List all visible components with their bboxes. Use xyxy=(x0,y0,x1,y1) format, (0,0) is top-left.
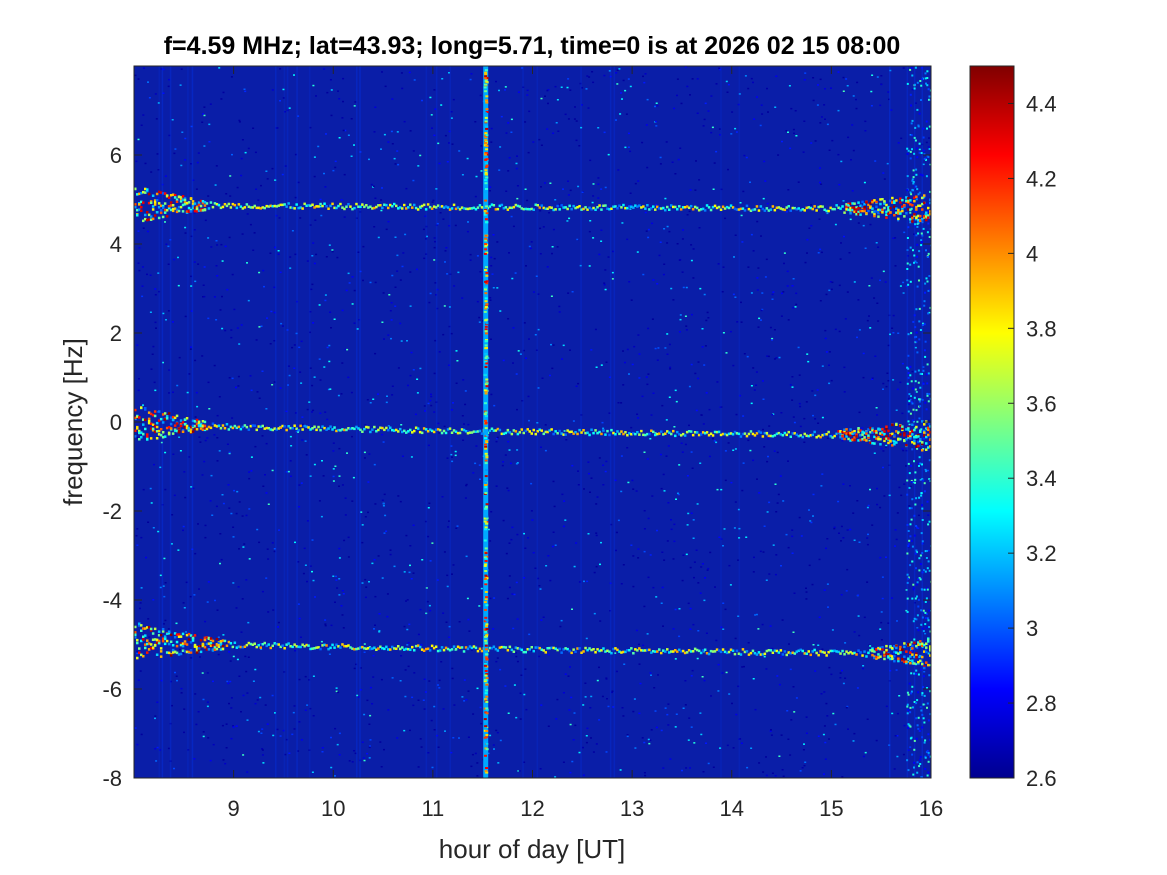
x-tick-label: 16 xyxy=(919,796,943,821)
plot-background xyxy=(134,66,931,778)
colorbar-tick-label: 3.2 xyxy=(1026,541,1057,566)
colorbar-tick-label: 3.4 xyxy=(1026,466,1057,491)
chart-title: f=4.59 MHz; lat=43.93; long=5.71, time=0… xyxy=(164,32,901,60)
y-tick-label: 4 xyxy=(110,232,122,257)
y-tick-label: -8 xyxy=(102,766,122,791)
background-noise xyxy=(134,66,931,778)
y-tick-label: 2 xyxy=(110,321,122,346)
colorbar-tick-label: 3.8 xyxy=(1026,316,1057,341)
horizontal-trace-1 xyxy=(134,187,931,224)
colorbar-tick-label: 3 xyxy=(1026,616,1038,641)
colorbar xyxy=(969,65,1015,779)
x-axis-label: hour of day [UT] xyxy=(439,834,625,864)
x-axis-ticks: 9 10 11 12 13 14 15 16 xyxy=(228,66,943,821)
x-tick-label: 11 xyxy=(421,796,444,821)
colorbar-tick-label: 2.8 xyxy=(1026,691,1057,716)
colorbar-tick-label: 3.6 xyxy=(1026,391,1057,416)
y-tick-label: -6 xyxy=(102,677,122,702)
vertical-trace-4 xyxy=(483,66,489,778)
y-axis-label: frequency [Hz] xyxy=(58,338,88,506)
x-tick-label: 14 xyxy=(720,796,744,821)
y-axis-ticks: -8 -6 -4 -2 0 2 4 6 xyxy=(102,143,931,791)
y-tick-label: 0 xyxy=(110,410,122,435)
x-tick-label: 12 xyxy=(520,796,544,821)
y-tick-label: 6 xyxy=(110,143,122,168)
y-tick-label: -4 xyxy=(102,588,122,613)
colorbar-tick-label: 2.6 xyxy=(1026,766,1057,791)
x-tick-label: 15 xyxy=(819,796,843,821)
colorbar-tick-label: 4 xyxy=(1026,241,1038,266)
spectrogram-plot-area xyxy=(134,66,931,778)
colorbar-tick-label: 4.2 xyxy=(1026,166,1057,191)
colorbar-ticks: 2.6 2.8 3 3.2 3.4 3.6 3.8 4 4.2 4.4 xyxy=(1008,91,1057,791)
y-tick-label: -2 xyxy=(102,499,122,524)
colorbar-tick-label: 4.4 xyxy=(1026,91,1057,116)
x-tick-label: 13 xyxy=(620,796,644,821)
x-tick-label: 10 xyxy=(321,796,345,821)
horizontal-trace-2 xyxy=(134,406,931,452)
x-tick-label: 9 xyxy=(228,796,240,821)
horizontal-trace-3 xyxy=(134,622,931,670)
